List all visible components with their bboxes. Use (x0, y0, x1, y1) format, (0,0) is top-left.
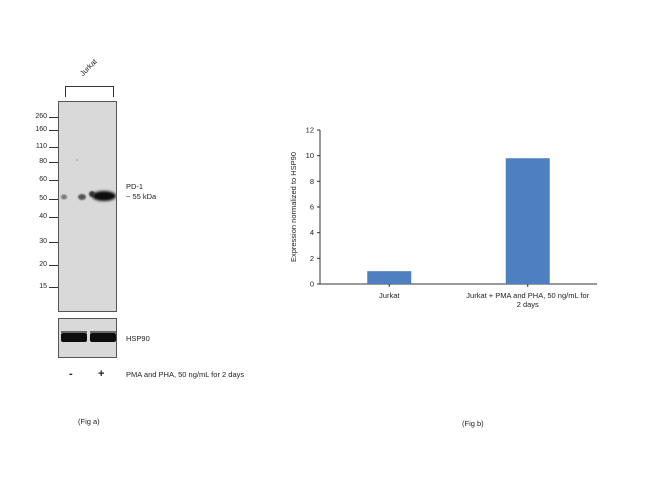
y-tick-label: 8 (310, 177, 314, 186)
mw-label-40: 40 (39, 213, 47, 220)
mw-tick (49, 117, 58, 118)
mw-tick (49, 265, 58, 266)
y-tick-label: 2 (310, 254, 314, 263)
mw-label-20: 20 (39, 261, 47, 268)
mw-tick (49, 147, 58, 148)
mw-label-30: 30 (39, 238, 47, 245)
x-category-label: 2 days (517, 300, 539, 309)
fig-b-caption: (Fig b) (462, 419, 484, 428)
hsp90-label: HSP90 (126, 334, 150, 343)
hsp90-band-lane1 (61, 333, 87, 342)
y-tick-label: 0 (310, 280, 314, 289)
bar-1 (367, 271, 412, 284)
mw-label-160: 160 (35, 126, 47, 133)
y-axis-title: Expression normalized to HSP90 (289, 152, 298, 262)
band-label-pd1: PD-1 (126, 182, 144, 191)
mw-tick (49, 180, 58, 181)
fig-a-caption: (Fig a) (78, 417, 100, 426)
mw-label-15: 15 (39, 283, 47, 290)
mw-label-60: 60 (39, 176, 47, 183)
blot-bands (61, 159, 116, 201)
hsp90-blot-panel (58, 318, 117, 358)
x-category-label: Jurkat + PMA and PHA, 50 ng/mL for (466, 291, 589, 300)
mw-label-260: 260 (35, 113, 47, 120)
treatment-sign-minus: - (69, 368, 73, 380)
y-tick-label: 6 (310, 203, 314, 212)
mw-label-80: 80 (39, 158, 47, 165)
band-label-size: ~ 55 kDa (126, 192, 157, 201)
treatment-sign-plus: + (98, 368, 105, 380)
lane-label: Jurkat (77, 57, 99, 78)
mw-tick (49, 130, 58, 131)
mw-tick (49, 242, 58, 243)
expression-bar-chart: 0 2 4 6 8 10 12 Expression normalized to HSP90 J… (289, 126, 597, 309)
y-tick-label: 12 (306, 126, 314, 135)
bar-2 (505, 158, 550, 284)
mw-label-50: 50 (39, 195, 47, 202)
y-tick-label: 10 (306, 151, 314, 160)
pd1-band-lane1 (78, 194, 86, 200)
x-category-label: Jurkat (379, 291, 400, 300)
pd1-band-lane2 (92, 191, 116, 201)
blot-speck (76, 159, 78, 161)
mw-tick (49, 162, 58, 163)
hsp90-band-lane2 (90, 333, 116, 342)
hsp90-band-edge (90, 331, 116, 333)
hsp90-bands (61, 331, 116, 342)
hsp90-band-edge (61, 331, 87, 333)
mw-label-110: 110 (35, 143, 47, 150)
mw-tick (49, 217, 58, 218)
mw-tick (49, 199, 58, 200)
pd1-band-lane2-shoulder (89, 191, 95, 197)
western-blot-panel (58, 101, 117, 312)
lane-bracket (65, 86, 114, 97)
mw-tick (49, 287, 58, 288)
y-tick-label: 4 (310, 228, 314, 237)
pd1-band-lane1-faint (61, 194, 67, 200)
treatment-label: PMA and PHA, 50 ng/mL for 2 days (126, 370, 245, 379)
